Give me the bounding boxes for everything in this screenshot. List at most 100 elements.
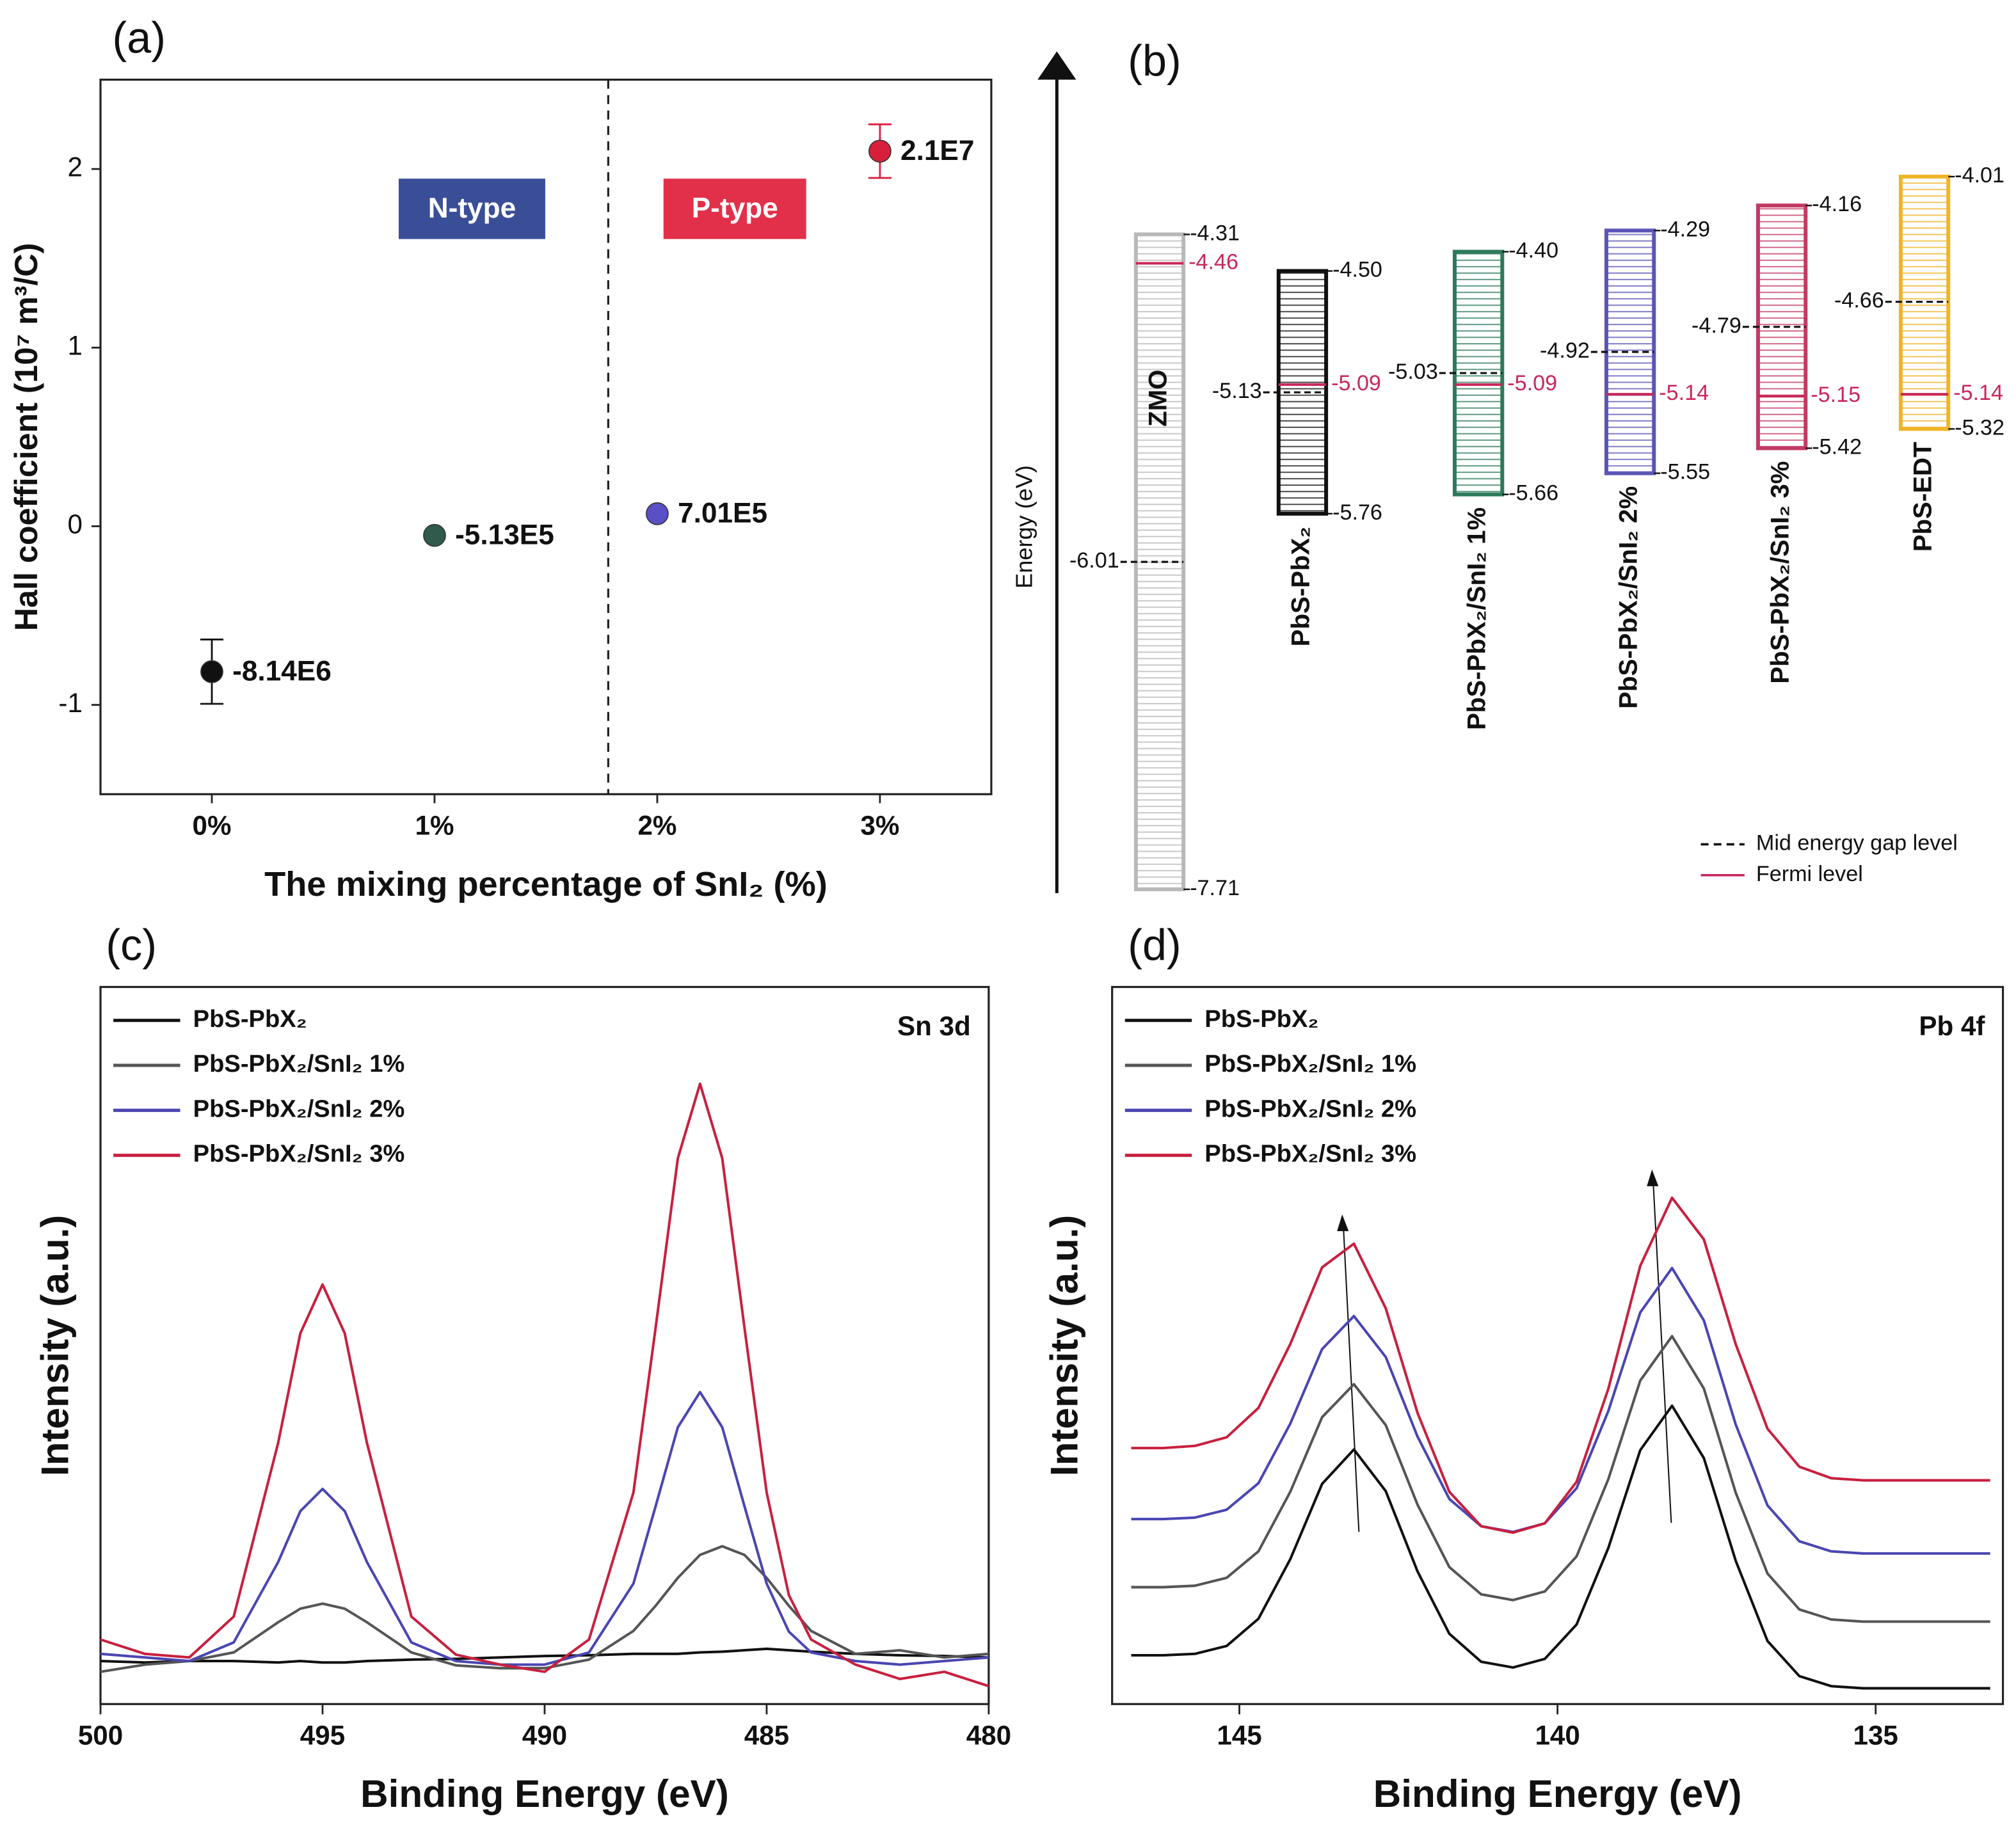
value-label: 2.1E7 (900, 135, 974, 166)
vb-label: -5.55 (1660, 460, 1710, 484)
legend-label: PbS-PbX₂/SnI₂ 3% (1204, 1140, 1416, 1168)
legend-label: PbS-PbX₂ (193, 1005, 307, 1033)
x-tick-label: 480 (966, 1721, 1011, 1751)
legend-label: PbS-PbX₂/SnI₂ 2% (1204, 1095, 1416, 1122)
panel: Energy (eV) -6.01 -4.46 -4.31 -7.71 ZMO -5.13 -… (1011, 51, 2004, 900)
point (868, 139, 892, 163)
fermi-label: -5.14 (1659, 381, 1709, 405)
panel-label: (d) (1128, 921, 1181, 969)
mid-gap-label: -4.66 (1834, 289, 1884, 313)
legend-label: PbS-PbX₂/SnI₂ 1% (193, 1050, 405, 1077)
cb-label: -4.31 (1190, 221, 1240, 245)
arrow-line (1343, 1229, 1360, 1532)
band-name: PbS-PbX₂ (1286, 527, 1315, 646)
arrow-head (1647, 1169, 1659, 1186)
cb-label: -4.29 (1660, 217, 1710, 241)
legend-label: Fermi level (1756, 862, 1863, 886)
arrow-head (1337, 1214, 1349, 1232)
band-name: PbS-PbX₂/SnI₂ 3% (1766, 461, 1795, 684)
value-label: 7.01E5 (678, 498, 767, 529)
mid-gap-label: -5.13 (1212, 379, 1262, 403)
series-line (100, 1390, 989, 1666)
vb-label: -5.42 (1812, 434, 1862, 459)
mid-gap-label: -4.92 (1540, 338, 1590, 363)
value-label: -8.14E6 (232, 655, 332, 687)
x-tick-label: 500 (78, 1721, 123, 1751)
x-tick-label: 140 (1535, 1721, 1580, 1751)
fermi-label: -4.46 (1188, 250, 1238, 274)
x-tick-label: 0% (193, 811, 232, 841)
x-tick-label: 135 (1853, 1721, 1898, 1751)
plot-frame (99, 78, 993, 795)
point (200, 660, 223, 683)
energy-arrow-head (1037, 51, 1076, 80)
y-tick-label: 1 (67, 330, 82, 360)
x-tick-label: 495 (300, 1721, 345, 1751)
y-axis-label: Hall coefficient (10⁷ m³/C) (8, 243, 44, 632)
panel: 500 495 490 485 480 PbS-PbX₂ PbS-PbX₂/SnI₂ 1% P… (33, 985, 1011, 1815)
cb-label: -4.40 (1508, 238, 1558, 262)
x-tick-label: 3% (860, 811, 899, 841)
panel-label: (b) (1128, 36, 1181, 85)
vb-label: -5.76 (1332, 500, 1382, 525)
type-label: P-type (692, 193, 778, 224)
type-box (663, 179, 806, 239)
arrow-line (1652, 1183, 1672, 1523)
legend-label: PbS-PbX₂ (1204, 1005, 1318, 1033)
x-axis-label: Binding Energy (eV) (360, 1772, 729, 1815)
mid-gap-label: -6.01 (1069, 548, 1119, 573)
series-line (100, 1082, 989, 1688)
annotation: Pb 4f (1919, 1011, 1985, 1041)
fermi-label: -5.09 (1331, 371, 1381, 395)
band-name: PbS-PbX₂/SnI₂ 1% (1462, 507, 1491, 730)
x-tick-label: 485 (744, 1721, 789, 1751)
cb-label: -4.16 (1812, 192, 1862, 216)
series-line (1131, 1335, 1990, 1623)
vb-label: -7.71 (1190, 876, 1240, 900)
x-tick-label: 145 (1217, 1721, 1261, 1751)
annotation: Sn 3d (897, 1011, 971, 1041)
type-box (398, 179, 545, 239)
point (646, 502, 669, 525)
series-line (1131, 1266, 1990, 1555)
series-line (100, 1545, 989, 1673)
legend-label: Mid energy gap level (1756, 831, 1958, 855)
point (423, 523, 446, 547)
panel: 145 140 135 PbS-PbX₂ PbS-PbX₂/SnI₂ 1% PbS-PbX… (1042, 985, 2004, 1815)
y-tick-label: -1 (58, 688, 82, 718)
y-tick-label: 0 (67, 509, 82, 539)
series-line (100, 1647, 989, 1664)
y-axis-label: Intensity (a.u.) (33, 1215, 77, 1476)
legend-label: PbS-PbX₂/SnI₂ 1% (1204, 1050, 1416, 1077)
x-axis-label: The mixing percentage of SnI₂ (%) (264, 865, 828, 903)
band-name: ZMO (1144, 370, 1172, 427)
vb-label: -5.66 (1508, 481, 1558, 505)
fermi-label: -5.14 (1953, 381, 2003, 405)
type-label: N-type (428, 193, 516, 224)
y-axis-label: Energy (eV) (1011, 465, 1037, 589)
band-name: PbS-PbX₂/SnI₂ 2% (1614, 486, 1643, 709)
cb-label: -4.01 (1955, 163, 2004, 187)
x-tick-label: 490 (522, 1721, 567, 1751)
series-line (1131, 1404, 1990, 1690)
shift-arrows (1337, 1169, 1672, 1532)
panel: -1 0 1 2 N-type P-type 0% -8.14E6 1% -5.13E5 2% 7.0… (8, 78, 993, 903)
y-tick-label: 2 (67, 152, 82, 182)
mid-gap-label: -4.79 (1692, 314, 1741, 338)
legend-label: PbS-PbX₂/SnI₂ 2% (193, 1095, 405, 1122)
band-name: PbS-EDT (1908, 441, 1937, 552)
fermi-label: -5.09 (1507, 371, 1557, 395)
series-line (1131, 1196, 1990, 1534)
fermi-label: -5.15 (1811, 383, 1860, 407)
cb-label: -4.50 (1332, 258, 1382, 282)
panel-label: (a) (113, 13, 166, 62)
value-label: -5.13E5 (455, 519, 554, 550)
y-axis-label: Intensity (a.u.) (1042, 1215, 1085, 1476)
x-tick-label: 2% (637, 811, 676, 841)
mid-gap-label: -5.03 (1388, 360, 1438, 384)
panel-label: (c) (106, 921, 157, 969)
x-tick-label: 1% (415, 811, 454, 841)
legend-label: PbS-PbX₂/SnI₂ 3% (193, 1140, 405, 1168)
